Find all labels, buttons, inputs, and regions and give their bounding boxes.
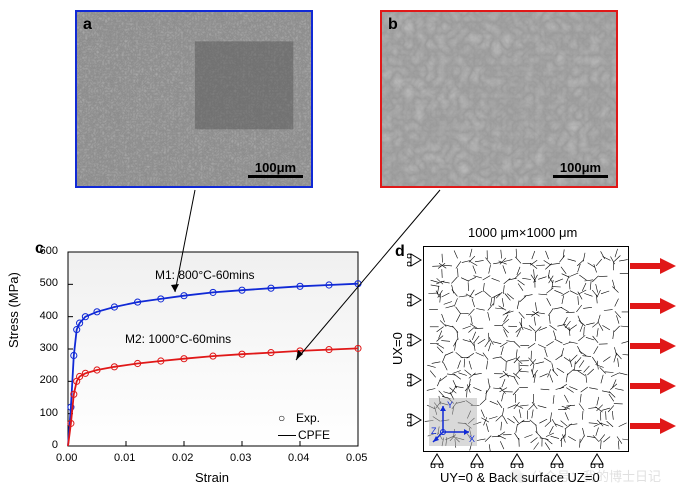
- xtick: 0.00: [56, 452, 77, 464]
- legend-cpfe: CPFE: [278, 427, 330, 444]
- xtick: 0.04: [288, 452, 309, 464]
- ytick: 400: [32, 310, 58, 322]
- voronoi-mesh: X Y Z: [423, 246, 629, 452]
- panel-d-label: d: [395, 243, 405, 261]
- micrograph-b: b 100μm: [380, 10, 618, 188]
- watermark: 公众号：我的博士日记: [509, 466, 661, 485]
- ytick: 100: [32, 407, 58, 419]
- ux-label: UX=0: [390, 332, 405, 365]
- panel-b-label: b: [388, 16, 398, 34]
- scalebar-a-text: 100μm: [255, 160, 296, 175]
- scalebar-a: 100μm: [248, 160, 303, 178]
- legend-exp: ○Exp.: [278, 410, 330, 427]
- ytick: 0: [32, 439, 58, 451]
- svg-text:Y: Y: [447, 400, 453, 410]
- xtick: 0.01: [114, 452, 135, 464]
- xtick: 0.05: [346, 452, 367, 464]
- wechat-icon: [509, 467, 527, 485]
- m2-label: M2: 1000°C-60mins: [125, 332, 231, 346]
- coord-axes: X Y Z: [429, 398, 477, 446]
- scalebar-a-line: [248, 175, 303, 178]
- m1-label: M1: 800°C-60mins: [155, 268, 255, 282]
- scalebar-b-line: [553, 175, 608, 178]
- xtick: 0.02: [172, 452, 193, 464]
- bc-left-symbols: [407, 246, 423, 452]
- ytick: 300: [32, 342, 58, 354]
- load-arrows: [630, 246, 680, 452]
- svg-text:Z: Z: [431, 426, 437, 436]
- xtick: 0.03: [230, 452, 251, 464]
- panel-a-label: a: [83, 16, 92, 34]
- micrograph-a: a 100μm: [75, 10, 313, 188]
- svg-text:X: X: [469, 434, 475, 444]
- scalebar-b: 100μm: [553, 160, 608, 178]
- chart-xlabel: Strain: [195, 470, 229, 485]
- panel-c-label: c: [35, 240, 44, 258]
- watermark-text: 公众号：我的博士日记: [531, 466, 661, 485]
- ytick: 200: [32, 374, 58, 386]
- ytick: 500: [32, 277, 58, 289]
- voronoi-title: 1000 μm×1000 μm: [468, 225, 577, 240]
- chart-legend: ○Exp. CPFE: [278, 410, 330, 444]
- chart-ylabel: Stress (MPa): [6, 272, 21, 348]
- scalebar-b-text: 100μm: [560, 160, 601, 175]
